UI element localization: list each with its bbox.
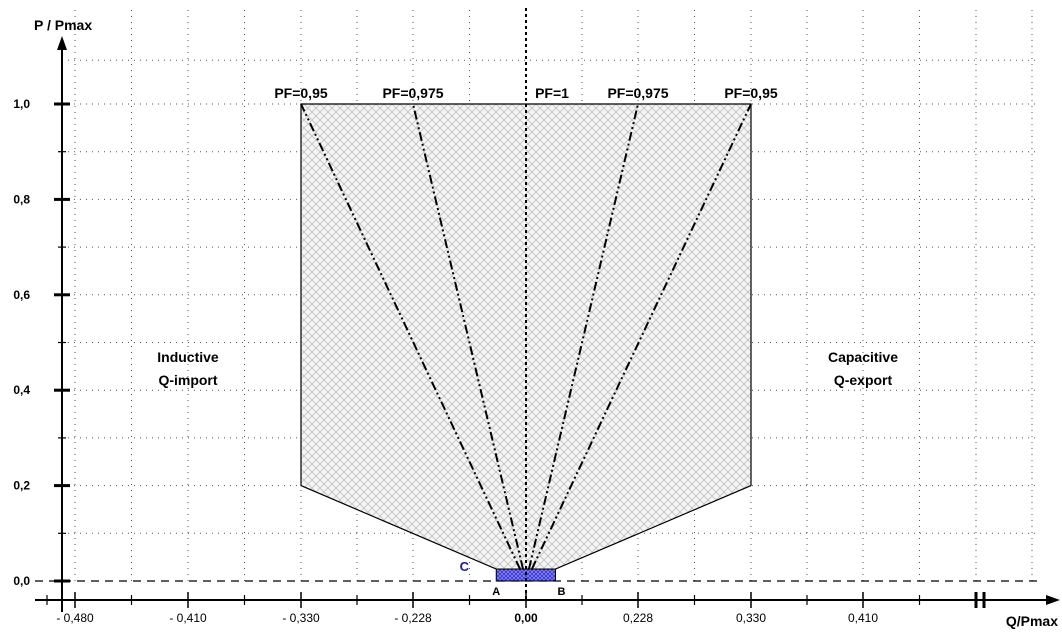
q-export-label: Q-export: [834, 372, 893, 388]
x-tick-label: 0,00: [514, 611, 538, 625]
point-a-label: A: [492, 586, 500, 598]
pf-line: [412, 103, 524, 570]
y-axis-arrow: [57, 36, 67, 50]
capacitive-label: Capacitive: [828, 349, 898, 365]
pf-label: PF=0,95: [724, 85, 778, 101]
point-b-label: B: [557, 586, 565, 598]
y-tick-label: 0,2: [13, 479, 30, 493]
pf-label: PF=1: [535, 85, 569, 101]
x-tick-label: 0,228: [623, 611, 653, 625]
x-tick-label: - 0,480: [56, 611, 94, 625]
y-tick-label: 0,6: [13, 288, 30, 302]
x-tick-label: 0,410: [848, 611, 878, 625]
y-tick-label: 0,0: [13, 574, 30, 588]
pf-label: PF=0,975: [382, 85, 443, 101]
x-tick-label: - 0,228: [394, 611, 432, 625]
x-tick-label: - 0,410: [169, 611, 207, 625]
pf-line: [527, 103, 639, 570]
pf-label: PF=0,95: [274, 85, 328, 101]
operating-region: [300, 103, 752, 570]
grid: [62, 10, 1040, 581]
pf-lines: [300, 8, 752, 600]
labels: PF=0,95 PF=0,975 PF=1 PF=0,975 PF=0,95 - 0,48…: [13, 17, 1058, 629]
pf-label: PF=0,975: [607, 85, 668, 101]
axes: [35, 36, 1060, 612]
y-axis-title: P / Pmax: [34, 17, 92, 33]
y-tick-label: 0,8: [13, 192, 30, 206]
x-tick-label: 0,330: [736, 611, 766, 625]
x-tick-label: - 0,330: [282, 611, 320, 625]
region-layer: [300, 103, 752, 582]
point-c-label: C: [460, 559, 470, 574]
q-import-label: Q-import: [158, 372, 217, 388]
x-axis-title: Q/Pmax: [1006, 613, 1058, 629]
y-tick-label: 1,0: [13, 97, 30, 111]
x-axis-arrow: [1046, 595, 1060, 605]
y-tick-label: 0,4: [13, 383, 30, 397]
inductive-label: Inductive: [157, 349, 219, 365]
